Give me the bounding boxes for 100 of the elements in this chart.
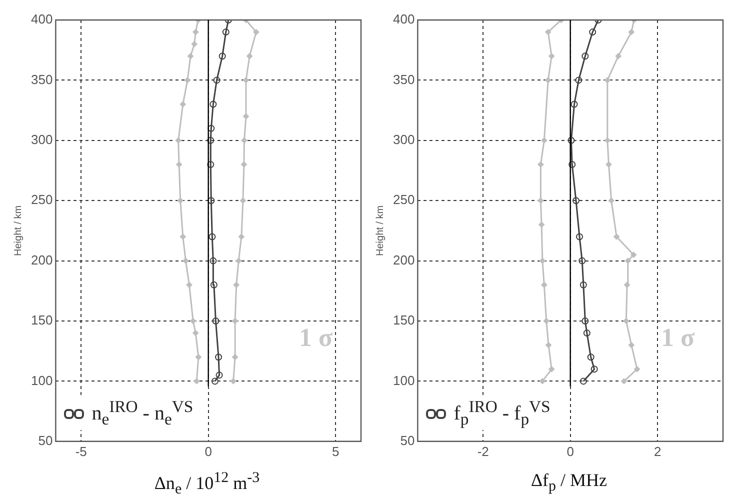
y-tick-label: 100 — [30, 372, 53, 388]
point — [180, 101, 186, 108]
x-axis-title: Δf$_{p}$ / MHz — [530, 470, 608, 496]
y-tick-label: 350 — [392, 72, 415, 87]
point — [243, 77, 249, 84]
y-tick-label: 300 — [392, 132, 415, 147]
point — [538, 161, 544, 168]
point — [541, 282, 548, 288]
point — [608, 198, 614, 204]
point — [177, 198, 184, 204]
point — [184, 77, 190, 84]
point — [546, 342, 552, 348]
point — [191, 41, 198, 48]
point — [210, 281, 218, 288]
point — [192, 29, 199, 36]
point — [186, 282, 192, 288]
point — [539, 378, 546, 384]
point — [634, 366, 640, 372]
y-tick-label: 100 — [392, 372, 415, 388]
point — [218, 52, 226, 60]
point — [623, 318, 630, 324]
y-axis-title: Height / km — [374, 205, 386, 256]
point — [620, 378, 627, 384]
point — [541, 137, 548, 144]
y-tick-label: 250 — [30, 192, 53, 208]
x-axis-title: Δn$_{e}$ / 10$^{12}$ m$^{-3}$ — [153, 470, 261, 499]
point — [207, 136, 214, 144]
point — [628, 342, 634, 348]
point — [222, 28, 230, 36]
point — [624, 282, 630, 288]
point — [180, 234, 186, 240]
y-tick-label: 250 — [392, 192, 415, 208]
point — [230, 378, 236, 384]
y-tick-label: 400 — [392, 12, 415, 27]
point — [212, 318, 220, 324]
point — [246, 53, 253, 60]
point — [604, 77, 610, 84]
point — [216, 372, 223, 379]
x-tick-label: 0 — [566, 444, 574, 459]
y-tick-label: 200 — [30, 252, 53, 268]
point — [548, 366, 555, 372]
y-tick-label: 350 — [30, 72, 53, 87]
y-tick-label: 300 — [30, 132, 53, 147]
point — [208, 124, 215, 132]
point — [578, 257, 586, 264]
point — [570, 100, 578, 108]
point — [568, 136, 575, 144]
point — [630, 252, 637, 258]
point — [236, 258, 242, 264]
point — [614, 234, 620, 240]
point — [538, 222, 545, 228]
point — [195, 354, 202, 360]
point — [587, 354, 594, 361]
point — [548, 53, 555, 60]
point — [624, 258, 631, 264]
point — [243, 113, 249, 120]
point — [580, 378, 587, 385]
point — [615, 53, 622, 60]
point — [572, 197, 580, 204]
x-tick-label: 2 — [654, 444, 662, 459]
y-tick-label: 200 — [392, 252, 415, 268]
point — [543, 318, 550, 324]
point — [628, 29, 634, 36]
point — [211, 378, 218, 385]
point — [175, 137, 182, 144]
point — [606, 161, 612, 168]
y-tick-label: 50 — [400, 432, 415, 448]
y-tick-label: 400 — [30, 12, 53, 27]
point — [580, 281, 587, 288]
point — [238, 234, 244, 240]
point — [576, 233, 584, 240]
point — [539, 258, 546, 264]
y-axis-title: Height / km — [12, 205, 24, 256]
point — [210, 100, 217, 108]
point — [190, 318, 196, 324]
x-tick-label: 5 — [332, 444, 340, 459]
point — [194, 378, 200, 384]
point — [192, 330, 199, 336]
point — [575, 76, 582, 84]
x-tick-label: -2 — [477, 444, 489, 459]
y-tick-label: 50 — [38, 432, 53, 448]
x-tick-label: 0 — [204, 444, 212, 459]
point — [241, 137, 248, 144]
point — [253, 29, 260, 36]
point — [545, 77, 552, 84]
point — [182, 258, 189, 264]
point — [590, 366, 598, 373]
y-tick-label: 150 — [392, 312, 415, 328]
point — [213, 76, 220, 84]
point — [582, 52, 589, 60]
point — [545, 29, 552, 36]
point — [233, 282, 240, 288]
point — [568, 160, 576, 168]
point — [188, 53, 194, 60]
point — [176, 161, 182, 168]
point — [582, 318, 589, 324]
point — [208, 233, 216, 240]
point — [583, 330, 590, 337]
x-tick-label: -5 — [75, 444, 87, 459]
point — [589, 28, 596, 36]
